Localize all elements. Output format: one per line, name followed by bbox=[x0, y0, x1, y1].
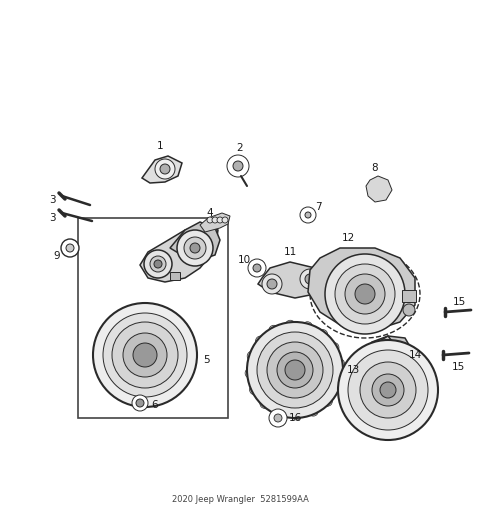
Circle shape bbox=[262, 274, 282, 294]
Text: 2: 2 bbox=[237, 143, 243, 153]
Circle shape bbox=[338, 340, 438, 440]
Text: 2020 Jeep Wrangler  5281599AA: 2020 Jeep Wrangler 5281599AA bbox=[171, 496, 309, 504]
Polygon shape bbox=[372, 336, 395, 378]
Circle shape bbox=[93, 303, 197, 407]
Circle shape bbox=[300, 269, 320, 289]
Polygon shape bbox=[142, 156, 182, 183]
Text: 10: 10 bbox=[238, 255, 251, 265]
Polygon shape bbox=[368, 336, 412, 366]
Circle shape bbox=[155, 159, 175, 179]
Circle shape bbox=[160, 164, 170, 174]
Circle shape bbox=[323, 396, 332, 406]
Circle shape bbox=[360, 362, 416, 418]
Circle shape bbox=[308, 406, 318, 416]
Circle shape bbox=[332, 382, 342, 392]
Circle shape bbox=[133, 343, 157, 367]
Text: 12: 12 bbox=[341, 233, 355, 243]
Circle shape bbox=[66, 244, 74, 252]
Circle shape bbox=[247, 351, 257, 361]
Circle shape bbox=[269, 325, 279, 335]
Text: 14: 14 bbox=[408, 350, 421, 360]
Circle shape bbox=[285, 320, 295, 330]
Circle shape bbox=[123, 333, 167, 377]
Circle shape bbox=[217, 217, 223, 223]
Circle shape bbox=[305, 274, 315, 284]
Circle shape bbox=[335, 359, 345, 369]
Text: 8: 8 bbox=[372, 163, 378, 173]
Text: 6: 6 bbox=[152, 400, 158, 410]
Circle shape bbox=[345, 274, 385, 314]
Circle shape bbox=[329, 343, 339, 352]
Text: 16: 16 bbox=[288, 413, 301, 423]
Polygon shape bbox=[140, 225, 218, 282]
Circle shape bbox=[132, 395, 148, 411]
Circle shape bbox=[250, 385, 260, 395]
Circle shape bbox=[154, 260, 162, 268]
Polygon shape bbox=[200, 213, 230, 232]
Circle shape bbox=[381, 343, 399, 361]
Text: 5: 5 bbox=[204, 355, 210, 365]
Polygon shape bbox=[366, 176, 392, 202]
Circle shape bbox=[177, 230, 213, 266]
Circle shape bbox=[253, 264, 261, 272]
Text: 15: 15 bbox=[452, 297, 466, 307]
Circle shape bbox=[150, 256, 166, 272]
Circle shape bbox=[274, 414, 282, 422]
Circle shape bbox=[335, 264, 395, 324]
Text: 11: 11 bbox=[283, 247, 297, 257]
Circle shape bbox=[403, 304, 415, 316]
Text: 9: 9 bbox=[54, 251, 60, 261]
Circle shape bbox=[144, 250, 172, 278]
Circle shape bbox=[355, 284, 375, 304]
Circle shape bbox=[348, 350, 428, 430]
Circle shape bbox=[267, 342, 323, 398]
Circle shape bbox=[190, 243, 200, 253]
Circle shape bbox=[248, 259, 266, 277]
Circle shape bbox=[267, 279, 277, 289]
Circle shape bbox=[257, 332, 333, 408]
Circle shape bbox=[302, 322, 312, 332]
Circle shape bbox=[300, 207, 316, 223]
Circle shape bbox=[207, 217, 213, 223]
Bar bbox=[170, 272, 180, 280]
Text: 7: 7 bbox=[315, 202, 321, 212]
Circle shape bbox=[184, 237, 206, 259]
Polygon shape bbox=[170, 222, 220, 260]
Polygon shape bbox=[308, 248, 415, 330]
Circle shape bbox=[136, 399, 144, 407]
Circle shape bbox=[285, 360, 305, 380]
Bar bbox=[402, 290, 416, 302]
Circle shape bbox=[269, 409, 287, 427]
Circle shape bbox=[335, 365, 345, 375]
Circle shape bbox=[325, 254, 405, 334]
Circle shape bbox=[222, 217, 228, 223]
Circle shape bbox=[372, 374, 404, 406]
Circle shape bbox=[291, 410, 301, 420]
Circle shape bbox=[103, 313, 187, 397]
Circle shape bbox=[277, 352, 313, 388]
Circle shape bbox=[112, 322, 178, 388]
Circle shape bbox=[212, 217, 218, 223]
Text: 4: 4 bbox=[207, 208, 213, 218]
Circle shape bbox=[275, 407, 285, 417]
Bar bbox=[78, 218, 228, 418]
Circle shape bbox=[245, 368, 255, 378]
Text: 1: 1 bbox=[156, 141, 163, 151]
Circle shape bbox=[247, 322, 343, 418]
Text: 15: 15 bbox=[451, 362, 465, 372]
Circle shape bbox=[255, 336, 265, 346]
Circle shape bbox=[260, 398, 270, 409]
Text: 13: 13 bbox=[347, 365, 360, 375]
Text: 3: 3 bbox=[48, 213, 55, 223]
Text: 3: 3 bbox=[48, 195, 55, 205]
Circle shape bbox=[233, 161, 243, 171]
Circle shape bbox=[227, 155, 249, 177]
Circle shape bbox=[305, 212, 311, 218]
Polygon shape bbox=[258, 262, 322, 298]
Circle shape bbox=[318, 330, 328, 339]
Circle shape bbox=[61, 239, 79, 257]
Circle shape bbox=[380, 382, 396, 398]
